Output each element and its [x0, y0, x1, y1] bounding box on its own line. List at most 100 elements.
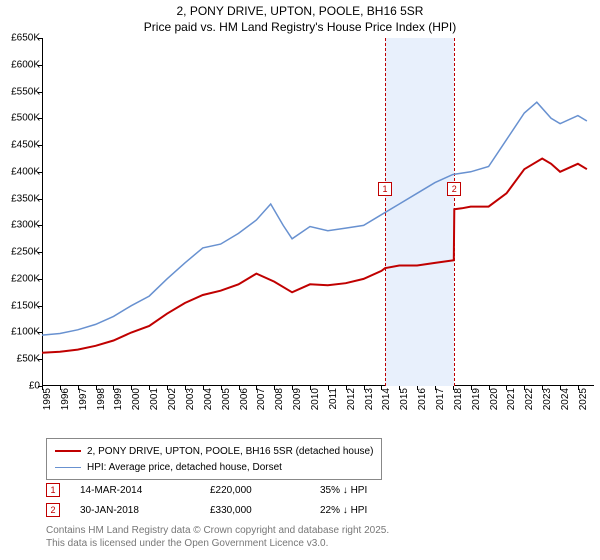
sales-price: £220,000 [210, 485, 300, 496]
x-tick-mark [542, 386, 543, 390]
x-tick-label: 2007 [256, 388, 267, 410]
x-tick-mark [292, 386, 293, 390]
x-tick-label: 2024 [560, 388, 571, 410]
y-tick-label: £150K [0, 300, 40, 311]
footnote-line-1: Contains HM Land Registry data © Crown c… [46, 524, 389, 537]
sales-price: £330,000 [210, 505, 300, 516]
series-price_paid [42, 159, 587, 353]
x-tick-mark [328, 386, 329, 390]
x-tick-label: 2022 [524, 388, 535, 410]
x-tick-label: 2015 [399, 388, 410, 410]
x-tick-label: 1998 [96, 388, 107, 410]
legend-swatch [55, 450, 81, 452]
x-tick-label: 2016 [417, 388, 428, 410]
x-tick-label: 1999 [113, 388, 124, 410]
x-tick-mark [221, 386, 222, 390]
x-tick-mark [578, 386, 579, 390]
chart-title: 2, PONY DRIVE, UPTON, POOLE, BH16 5SR Pr… [0, 0, 600, 35]
x-tick-label: 2005 [221, 388, 232, 410]
series-hpi [42, 102, 587, 335]
x-tick-label: 2023 [542, 388, 553, 410]
title-line-1: 2, PONY DRIVE, UPTON, POOLE, BH16 5SR [0, 4, 600, 20]
x-tick-label: 2014 [381, 388, 392, 410]
sales-delta: 35% ↓ HPI [320, 485, 367, 496]
x-tick-label: 2011 [328, 388, 339, 410]
legend-item: HPI: Average price, detached house, Dors… [55, 459, 373, 475]
legend: 2, PONY DRIVE, UPTON, POOLE, BH16 5SR (d… [46, 438, 382, 480]
x-tick-label: 2002 [167, 388, 178, 410]
series-svg [42, 38, 594, 386]
x-tick-label: 2017 [435, 388, 446, 410]
x-tick-mark [60, 386, 61, 390]
y-tick-label: £650K [0, 33, 40, 44]
legend-label: 2, PONY DRIVE, UPTON, POOLE, BH16 5SR (d… [87, 446, 373, 457]
footnote-line-2: This data is licensed under the Open Gov… [46, 537, 389, 550]
chart-area: £0£50K£100K£150K£200K£250K£300K£350K£400… [42, 38, 594, 406]
x-tick-mark [149, 386, 150, 390]
x-tick-mark [435, 386, 436, 390]
sales-marker-box: 1 [46, 483, 60, 497]
x-tick-label: 1997 [78, 388, 89, 410]
x-tick-mark [131, 386, 132, 390]
sales-row: 1 14-MAR-2014 £220,000 35% ↓ HPI [46, 480, 367, 500]
x-tick-label: 2009 [292, 388, 303, 410]
x-tick-label: 2003 [185, 388, 196, 410]
x-tick-mark [78, 386, 79, 390]
y-tick-label: £400K [0, 166, 40, 177]
x-tick-label: 2006 [239, 388, 250, 410]
y-tick-label: £200K [0, 273, 40, 284]
y-tick-label: £550K [0, 86, 40, 97]
chart-container: 2, PONY DRIVE, UPTON, POOLE, BH16 5SR Pr… [0, 0, 600, 560]
y-tick-label: £300K [0, 220, 40, 231]
x-tick-label: 1995 [42, 388, 53, 410]
sales-date: 14-MAR-2014 [80, 485, 190, 496]
y-tick-label: £0 [0, 381, 40, 392]
title-line-2: Price paid vs. HM Land Registry's House … [0, 20, 600, 36]
x-tick-mark [203, 386, 204, 390]
y-tick-label: £250K [0, 247, 40, 258]
y-tick-label: £100K [0, 327, 40, 338]
x-tick-mark [399, 386, 400, 390]
x-tick-label: 1996 [60, 388, 71, 410]
footnote: Contains HM Land Registry data © Crown c… [46, 524, 389, 550]
x-tick-label: 2008 [274, 388, 285, 410]
x-tick-label: 2019 [471, 388, 482, 410]
x-tick-mark [364, 386, 365, 390]
plot-area: £0£50K£100K£150K£200K£250K£300K£350K£400… [42, 38, 594, 386]
x-tick-label: 2013 [364, 388, 375, 410]
x-tick-mark [42, 386, 43, 390]
x-tick-mark [96, 386, 97, 390]
x-tick-mark [239, 386, 240, 390]
x-tick-mark [489, 386, 490, 390]
x-tick-mark [256, 386, 257, 390]
y-tick-label: £50K [0, 354, 40, 365]
x-tick-mark [471, 386, 472, 390]
x-tick-label: 2021 [506, 388, 517, 410]
x-tick-mark [560, 386, 561, 390]
y-tick-label: £350K [0, 193, 40, 204]
x-tick-label: 2001 [149, 388, 160, 410]
x-tick-label: 2010 [310, 388, 321, 410]
x-tick-label: 2000 [131, 388, 142, 410]
x-tick-mark [381, 386, 382, 390]
x-tick-mark [185, 386, 186, 390]
y-tick-label: £500K [0, 113, 40, 124]
sales-table: 114-MAR-2014£220,00035% ↓ HPI230-JAN-201… [46, 480, 367, 520]
x-tick-mark [453, 386, 454, 390]
sales-delta: 22% ↓ HPI [320, 505, 367, 516]
x-tick-label: 2012 [346, 388, 357, 410]
x-tick-mark [417, 386, 418, 390]
legend-swatch [55, 467, 81, 468]
x-tick-mark [506, 386, 507, 390]
sales-date: 30-JAN-2018 [80, 505, 190, 516]
x-tick-mark [310, 386, 311, 390]
y-tick-label: £450K [0, 140, 40, 151]
x-tick-mark [274, 386, 275, 390]
x-tick-label: 2025 [578, 388, 589, 410]
legend-label: HPI: Average price, detached house, Dors… [87, 462, 282, 473]
x-tick-mark [113, 386, 114, 390]
x-tick-mark [346, 386, 347, 390]
x-tick-mark [524, 386, 525, 390]
y-tick-label: £600K [0, 59, 40, 70]
x-tick-label: 2004 [203, 388, 214, 410]
